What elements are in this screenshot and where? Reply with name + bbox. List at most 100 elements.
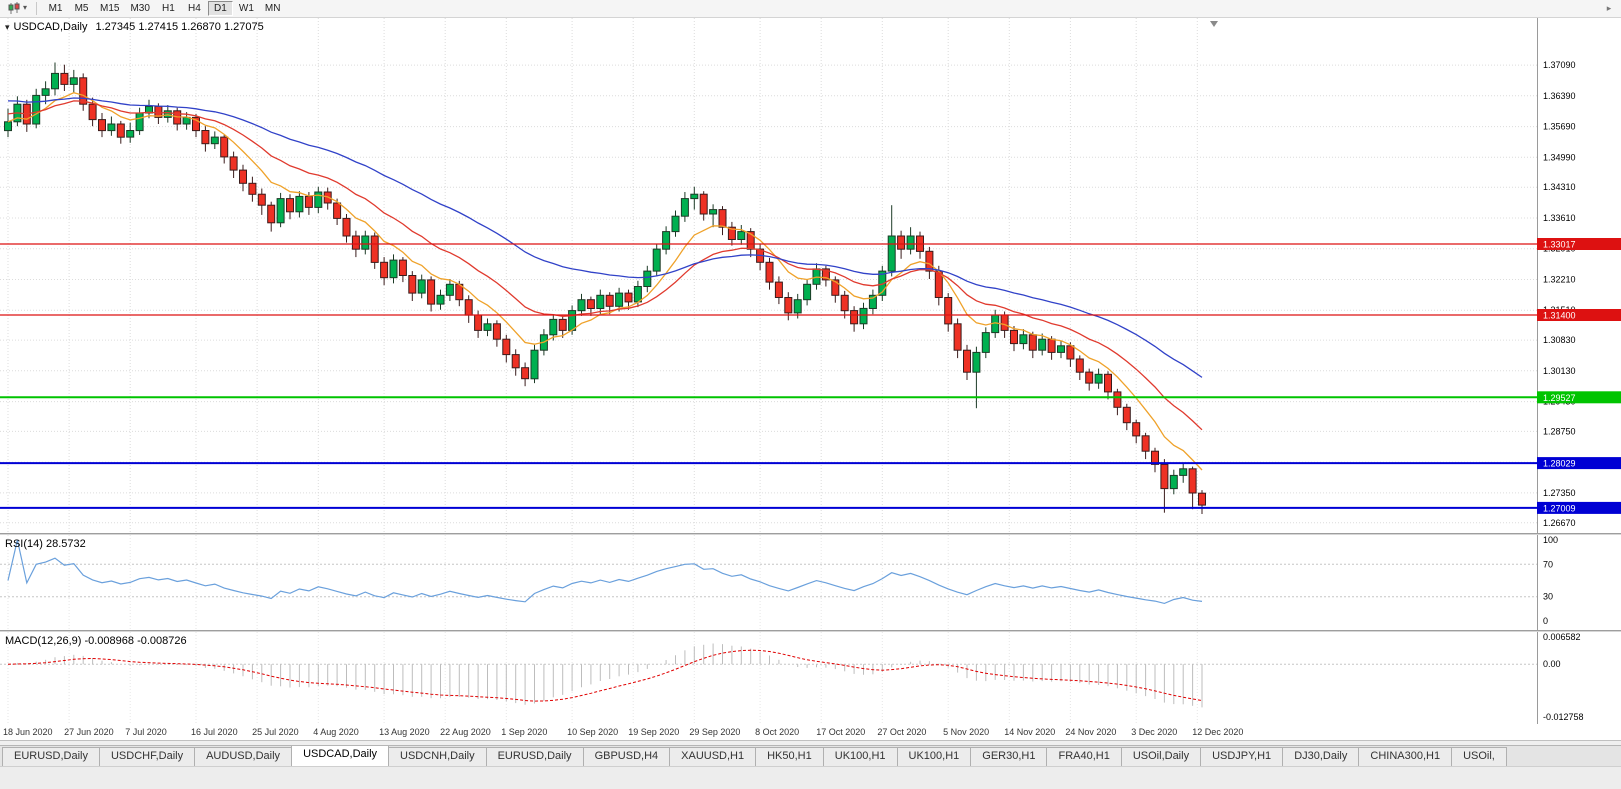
price-axis-label: 1.37090 [1543,60,1576,70]
price-axis-label: 1.34310 [1543,182,1576,192]
timeframe-button-m15[interactable]: M15 [95,1,124,16]
chart-tab-uk100-h1[interactable]: UK100,H1 [822,747,898,767]
chart-tabs-bar: EURUSD,Daily USDCHF,Daily AUDUSD,Daily USDC… [0,744,1621,767]
price-tag-label: 1.27009 [1543,503,1576,513]
chart-tab-china300-h1[interactable]: CHINA300,H1 [1358,747,1453,767]
chevron-down-icon: ▾ [23,3,28,13]
date-label: 10 Sep 2020 [567,726,619,737]
price-axis-label: 1.28750 [1543,426,1576,436]
timeframe-button-h4[interactable]: H4 [182,1,207,16]
price-axis-label: 1.35690 [1543,121,1576,131]
timeframe-button-h1[interactable]: H1 [156,1,181,16]
macd-axis-label: 0.006582 [1543,632,1581,642]
panel-resize-divider-rsi[interactable] [0,532,1621,535]
candles [4,62,1206,514]
date-label: 29 Sep 2020 [689,726,741,737]
toolbar-overflow-button[interactable]: ▸ [1606,2,1612,13]
macd-panel[interactable]: 0.006582 0.00 -0.012758 MACD(12,26,9) -0.0… [0,631,1621,724]
date-label: 7 Jul 2020 [125,726,167,737]
chart-tab-eurusd-daily[interactable]: EURUSD,Daily [2,747,100,767]
chart-tab-usoil-[interactable]: USOil, [1451,747,1507,767]
chart-tab-ger30-h1[interactable]: GER30,H1 [970,747,1048,767]
moving-averages [7,91,1203,471]
timeframe-button-m30[interactable]: M30 [125,1,154,16]
price-axis-label: 1.32210 [1543,274,1576,284]
price-tag-label: 1.28029 [1543,458,1576,468]
date-label: 5 Nov 2020 [943,726,990,737]
date-label: 12 Dec 2020 [1192,726,1244,737]
ohlc-values: 1.27345 1.27415 1.26870 1.27075 [95,20,264,33]
medium-ma-line [7,100,1203,431]
rsi-axis-label: 100 [1543,535,1558,545]
rsi-axis-label: 30 [1543,591,1553,601]
chart-tab-xauusd-h1[interactable]: XAUUSD,H1 [669,747,757,767]
date-label: 27 Jun 2020 [64,726,114,737]
price-axis-label: 1.33610 [1543,213,1576,223]
macd-chart[interactable]: 0.006582 0.00 -0.012758 [0,631,1621,724]
price-tag [1537,456,1621,469]
date-label: 17 Oct 2020 [816,726,866,737]
rsi-panel[interactable]: 100 70 30 0 RSI(14) 28.5732 [0,534,1621,630]
date-axis: 18 Jun 2020 27 Jun 2020 7 Jul 2020 16 Jul 2… [0,723,1621,741]
date-label: 13 Aug 2020 [379,726,430,737]
timeframe-button-w1[interactable]: W1 [234,1,259,16]
status-strip [0,740,1621,745]
chart-tab-usdchf-daily[interactable]: USDCHF,Daily [98,747,196,767]
macd-signal-line [7,649,1203,702]
date-label: 8 Oct 2020 [755,726,800,737]
main-chart-panel[interactable]: 1.37090 1.36390 1.35690 1.34990 1.34310 1.336… [0,17,1621,533]
candlestick-chart[interactable]: 1.37090 1.36390 1.35690 1.34990 1.34310 1.336… [0,17,1621,533]
price-tag [1537,391,1621,404]
chart-tab-eurusd-daily[interactable]: EURUSD,Daily [485,747,584,767]
rsi-grid [0,534,1537,630]
chart-tab-usdcnh-daily[interactable]: USDCNH,Daily [388,747,487,767]
date-label: 24 Nov 2020 [1065,726,1117,737]
toolbar-separator [36,1,38,15]
chart-tab-gbpusd-h4[interactable]: GBPUSD,H4 [582,747,671,767]
price-tag [1537,237,1621,250]
chart-type-button[interactable]: ▾ [4,1,30,16]
price-tag-label: 1.29527 [1543,393,1576,403]
chart-tab-uk100-h1[interactable]: UK100,H1 [896,747,972,767]
date-label: 18 Jun 2020 [3,726,53,737]
panel-resize-divider-macd[interactable] [0,629,1621,632]
chart-title: ▾ USDCAD,Daily 1.27345 1.27415 1.26870 1.2… [5,21,264,33]
date-label: 14 Nov 2020 [1004,726,1056,737]
timeframe-group: M1 M5 M15 M30 H1 H4 D1 W1 MN [43,0,286,16]
fast-ma-line [7,91,1203,471]
macd-grid [0,631,1537,724]
price-axis-label: 1.27350 [1543,488,1576,498]
timeframe-button-mn[interactable]: MN [260,1,286,16]
chart-tab-fra40-h1[interactable]: FRA40,H1 [1046,747,1122,767]
bottom-strip [0,766,1621,789]
price-axis-label: 1.34990 [1543,152,1576,162]
rsi-chart[interactable]: 100 70 30 0 [0,534,1621,630]
chart-tab-audusd-daily[interactable]: AUDUSD,Daily [194,747,293,767]
macd-histogram [16,643,1203,708]
date-label: 1 Sep 2020 [501,726,548,737]
date-label: 19 Sep 2020 [628,726,680,737]
date-label: 3 Dec 2020 [1131,726,1178,737]
date-label: 27 Oct 2020 [877,726,927,737]
chart-tab-hk50-h1[interactable]: HK50,H1 [755,747,824,767]
price-axis-label: 1.30130 [1543,366,1576,376]
chart-tab-usdjpy-h1[interactable]: USDJPY,H1 [1200,747,1284,767]
price-tag-label: 1.31400 [1543,310,1576,320]
timeframe-toolbar: ▾ M1 M5 M15 M30 H1 H4 D1 W1 MN ▸ [0,0,1621,18]
symbol-timeframe-label: USDCAD,Daily [13,20,88,33]
macd-axis-label: 0.00 [1543,659,1561,669]
timeframe-button-d1[interactable]: D1 [207,0,233,16]
price-tag [1537,501,1621,514]
price-axis-label: 1.30830 [1543,335,1576,345]
chart-tab-usoil-daily[interactable]: USOil,Daily [1120,747,1202,767]
price-axis-label: 1.26670 [1543,518,1576,528]
date-label: 16 Jul 2020 [191,726,238,737]
date-label: 25 Jul 2020 [252,726,299,737]
date-label: 22 Aug 2020 [440,726,491,737]
chart-tab-dj30-daily[interactable]: DJ30,Daily [1282,747,1360,767]
timeframe-button-m5[interactable]: M5 [69,1,94,16]
chart-marker-icon: ▾ [5,21,10,32]
timeframe-button-m1[interactable]: M1 [43,1,68,16]
chart-tab-usdcad-daily[interactable]: USDCAD,Daily [291,745,390,767]
